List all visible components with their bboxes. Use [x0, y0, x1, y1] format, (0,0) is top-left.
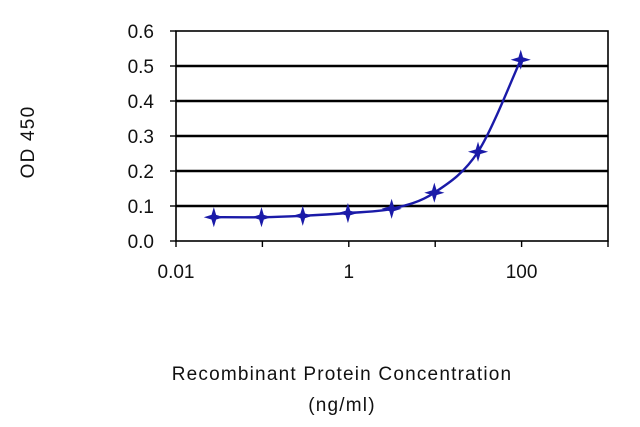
data-point — [203, 207, 224, 228]
y-tick-label: 0.0 — [128, 232, 154, 253]
x-axis: 0.01 1 100 — [158, 241, 609, 283]
y-tick-label: 0.3 — [128, 127, 154, 148]
data-point — [424, 182, 445, 203]
y-tick-label: 0.5 — [128, 57, 154, 78]
y-axis: 0.0 0.1 0.2 0.3 0.4 0.5 0.6 — [128, 22, 176, 253]
series-line — [213, 59, 522, 219]
x-axis-title-line-2: (ng/ml) — [308, 395, 376, 416]
data-point — [292, 205, 313, 226]
x-axis-title-line-1: Recombinant Protein Concentration — [172, 364, 513, 385]
data-point — [337, 202, 359, 224]
y-tick-label: 0.4 — [128, 92, 155, 113]
y-tick-label: 0.2 — [128, 162, 154, 183]
x-tick-label: 1 — [344, 262, 355, 283]
x-tick-label: 100 — [506, 262, 538, 283]
data-point — [251, 207, 272, 228]
data-point — [381, 198, 402, 219]
y-tick-label: 0.1 — [128, 197, 154, 218]
data-point — [467, 141, 489, 162]
y-tick-label: 0.6 — [128, 22, 154, 43]
data-markers — [203, 49, 531, 228]
x-tick-label: 0.01 — [158, 262, 195, 283]
y-axis-title: OD 450 — [18, 106, 39, 179]
data-point — [510, 49, 531, 70]
grid-lines — [176, 64, 608, 208]
